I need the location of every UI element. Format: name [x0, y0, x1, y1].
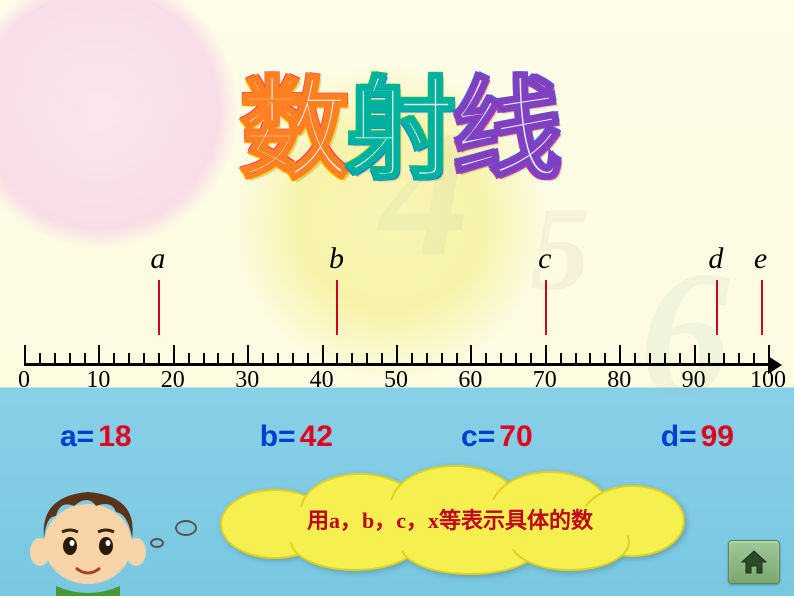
tick-minor [113, 353, 115, 365]
home-icon [739, 549, 769, 575]
tick-minor [634, 353, 636, 365]
answer-pair: c=70 [461, 420, 533, 454]
answer-pair: b=42 [260, 420, 333, 454]
tick-minor [292, 353, 294, 365]
answer-val: 70 [499, 420, 532, 454]
tick-minor [604, 353, 606, 365]
tick-minor [753, 353, 755, 365]
tick-major [470, 345, 472, 365]
answer-val: 99 [701, 420, 734, 454]
answer-pair: a=18 [60, 420, 132, 454]
marker-label-e: e [754, 242, 767, 276]
answer-var: b= [260, 420, 296, 454]
answer-val: 18 [98, 420, 131, 454]
slide: 4 5 6 数射线 abcde 0102030405060708090100 a… [0, 0, 794, 596]
tick-minor [39, 353, 41, 365]
tick-major [322, 345, 324, 365]
tick-minor [84, 353, 86, 365]
tick-minor [456, 353, 458, 365]
marker-d [716, 280, 718, 335]
title-char: 数 [240, 40, 342, 200]
tick-major [768, 345, 770, 365]
title: 数射线 [240, 40, 554, 200]
tick-minor [411, 353, 413, 365]
tick-minor [500, 353, 502, 365]
tick-minor [738, 353, 740, 365]
answer-var: a= [60, 420, 94, 454]
answer-var: d= [661, 420, 697, 454]
tick-minor [485, 353, 487, 365]
tick-minor [277, 353, 279, 365]
answer-val: 42 [300, 420, 333, 454]
bg-decoration [0, 0, 240, 250]
bubble-trail [175, 520, 197, 536]
tick-minor [188, 353, 190, 365]
axis: 0 10 20 30 40 50 60 70 80 90 100 [10, 335, 784, 400]
thought-bubble: 用a，b，c，x等表示具体的数 [200, 471, 700, 566]
tick-label: 60 [458, 367, 482, 394]
tick-minor [366, 353, 368, 365]
tick-minor [589, 353, 591, 365]
bubble-text: 用a，b，c，x等表示具体的数 [307, 503, 593, 535]
tick-minor [441, 353, 443, 365]
marker-e [761, 280, 763, 335]
number-line: abcde 0102030405060708090100 [10, 280, 784, 400]
answer-pair: d=99 [661, 420, 734, 454]
tick-label: 10 [86, 367, 110, 394]
tick-major [694, 345, 696, 365]
tick-minor [575, 353, 577, 365]
marker-b [336, 280, 338, 335]
tick-major [98, 345, 100, 365]
boy-avatar [20, 466, 160, 596]
answers-row: a=18 b=42 c=70 d=99 [60, 420, 734, 454]
marker-label-d: d [708, 242, 723, 276]
tick-minor [530, 353, 532, 365]
tick-minor [336, 353, 338, 365]
tick-minor [679, 353, 681, 365]
title-char: 射 [346, 40, 448, 200]
tick-minor [708, 353, 710, 365]
tick-minor [381, 353, 383, 365]
tick-minor [426, 353, 428, 365]
tick-minor [158, 353, 160, 365]
tick-minor [723, 353, 725, 365]
tick-minor [143, 353, 145, 365]
tick-major [24, 345, 26, 365]
tick-label: 0 [18, 367, 30, 394]
marker-c [545, 280, 547, 335]
tick-major [619, 345, 621, 365]
tick-major [173, 345, 175, 365]
tick-label: 50 [384, 367, 408, 394]
title-char: 线 [452, 40, 554, 200]
answer-var: c= [461, 420, 495, 454]
tick-minor [128, 353, 130, 365]
tick-label: 30 [235, 367, 259, 394]
marker-label-a: a [150, 242, 165, 276]
home-button[interactable] [728, 540, 780, 584]
tick-label: 80 [607, 367, 631, 394]
tick-minor [649, 353, 651, 365]
tick-major [545, 345, 547, 365]
tick-label: 40 [310, 367, 334, 394]
tick-minor [351, 353, 353, 365]
tick-minor [203, 353, 205, 365]
tick-minor [262, 353, 264, 365]
tick-label: 20 [161, 367, 185, 394]
tick-minor [560, 353, 562, 365]
marker-a [158, 280, 160, 335]
tick-minor [54, 353, 56, 365]
tick-minor [307, 353, 309, 365]
marker-label-c: c [538, 242, 551, 276]
marker-label-b: b [329, 242, 344, 276]
tick-minor [232, 353, 234, 365]
tick-minor [515, 353, 517, 365]
tick-major [247, 345, 249, 365]
tick-minor [69, 353, 71, 365]
tick-major [396, 345, 398, 365]
tick-minor [217, 353, 219, 365]
tick-label: 100 [750, 367, 786, 394]
tick-minor [664, 353, 666, 365]
tick-label: 70 [533, 367, 557, 394]
tick-label: 90 [682, 367, 706, 394]
